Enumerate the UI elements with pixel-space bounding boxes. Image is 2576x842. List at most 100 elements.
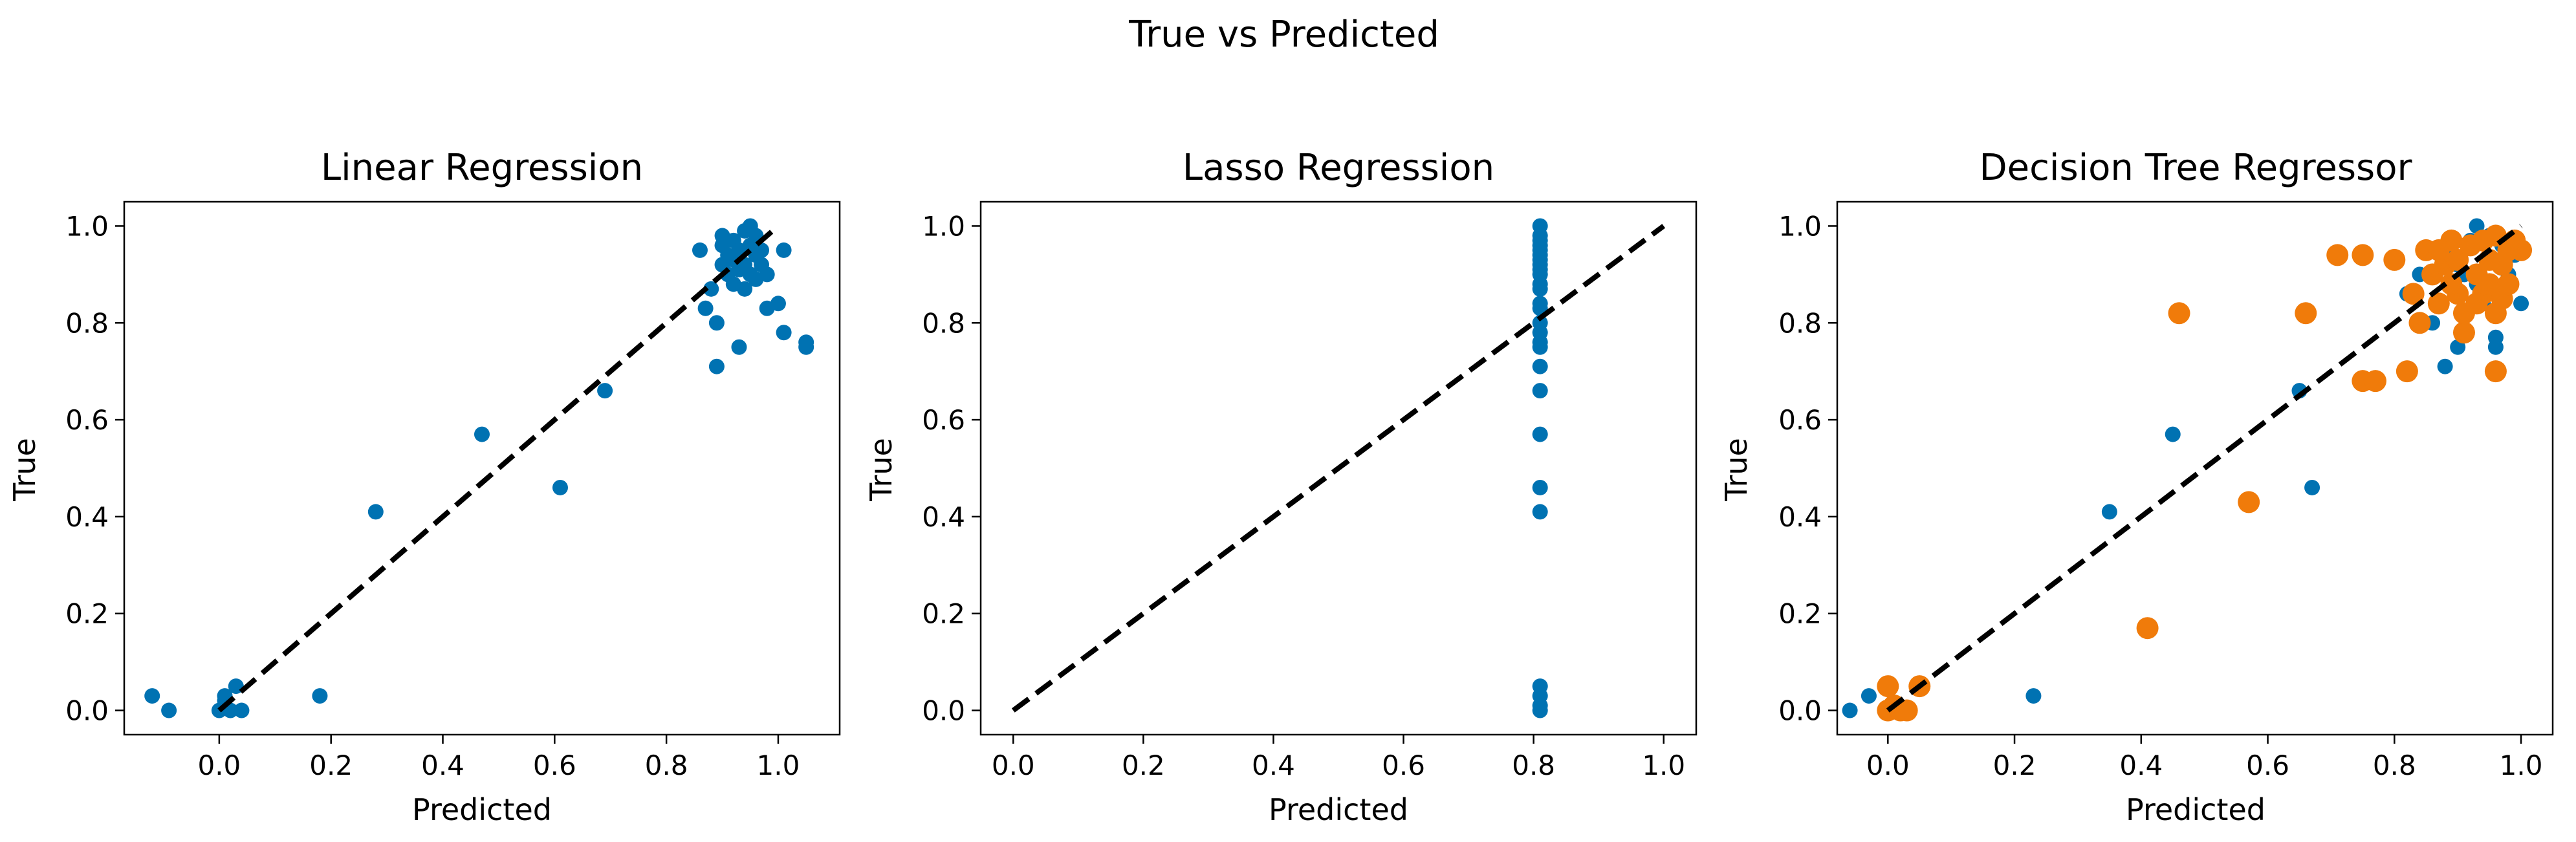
plot-frame (1836, 200, 2554, 736)
x-tick-label: 0.0 (197, 750, 241, 781)
x-axis-label: Predicted (2126, 792, 2265, 827)
data-point (1895, 699, 1918, 722)
data-point (2487, 339, 2504, 355)
y-tick-label: 1.0 (1778, 210, 1822, 242)
data-point (1532, 315, 1548, 331)
data-point (2101, 504, 2117, 520)
reference-line (1011, 224, 1666, 713)
data-point (2484, 302, 2507, 325)
data-point (776, 242, 792, 258)
data-point (1532, 358, 1548, 374)
data-point (737, 281, 753, 297)
x-tick-label: 0.0 (1866, 750, 1910, 781)
data-point (2465, 292, 2488, 315)
y-tick-label: 0.8 (1778, 307, 1822, 339)
data-point (1532, 678, 1548, 695)
data-point (1877, 675, 1899, 698)
x-tick-label: 0.4 (1252, 750, 1295, 781)
plot-frame (123, 200, 841, 736)
x-tick-label: 0.8 (645, 750, 688, 781)
data-point (2510, 239, 2533, 261)
data-point (2408, 312, 2431, 334)
data-point (1532, 383, 1548, 399)
data-point (1532, 504, 1548, 520)
data-point (776, 325, 792, 341)
data-point (2452, 321, 2475, 344)
data-point (703, 281, 719, 297)
y-tick-label: 0.0 (65, 695, 109, 727)
data-point (234, 702, 250, 718)
x-tick-label: 0.0 (992, 750, 1035, 781)
series-0 (1532, 218, 1548, 718)
x-tick-label: 0.4 (421, 750, 464, 781)
x-tick-label: 0.4 (2119, 750, 2163, 781)
data-point (754, 242, 770, 258)
data-point (692, 242, 708, 258)
panel-decision-tree-regressor: Decision Tree Regressor Predicted True 0… (1719, 147, 2554, 827)
data-point (731, 339, 747, 355)
x-axis-label: Predicted (412, 792, 552, 827)
y-tick-label: 0.8 (65, 307, 109, 339)
data-point (2402, 283, 2425, 305)
panel-lasso-regression: Lasso Regression Predicted True 0.0 0.2 0.… (864, 147, 1697, 827)
data-point (759, 266, 775, 283)
y-tick-label: 1.0 (922, 210, 965, 242)
reference-line (1886, 224, 2523, 713)
data-point (708, 358, 725, 374)
x-tick-label: 0.8 (1512, 750, 1555, 781)
data-point (2352, 244, 2374, 266)
data-point (2484, 360, 2507, 383)
panel-title: Linear Regression (321, 147, 643, 189)
panel-title: Lasso Regression (1183, 147, 1494, 189)
x-tick-label: 0.6 (533, 750, 576, 781)
y-tick-label: 0.4 (1778, 501, 1822, 533)
y-tick-label: 0.2 (1778, 598, 1822, 630)
data-point (2427, 292, 2450, 315)
x-tick-label: 0.6 (2246, 750, 2289, 781)
y-axis-label: True (864, 438, 899, 502)
data-point (2168, 302, 2190, 325)
data-point (2447, 248, 2469, 271)
data-point (1861, 688, 1877, 704)
data-point (2513, 296, 2529, 312)
y-tick-label: 0.2 (922, 598, 965, 630)
data-point (312, 688, 328, 704)
data-point (2396, 360, 2418, 383)
y-tick-label: 0.0 (922, 695, 965, 727)
y-tick-label: 0.4 (65, 501, 109, 533)
x-axis-label: Predicted (1269, 792, 1408, 827)
data-point (2326, 244, 2349, 266)
data-point (1842, 702, 1858, 718)
plot-frame (979, 200, 1697, 736)
data-point (2383, 248, 2406, 271)
y-tick-label: 0.2 (65, 598, 109, 630)
data-point (2427, 239, 2450, 261)
data-point (161, 702, 177, 718)
y-tick-label: 0.8 (922, 307, 965, 339)
figure-suptitle: True vs Predicted (1128, 14, 1439, 56)
x-tick-label: 0.6 (1382, 750, 1425, 781)
y-tick-label: 0.6 (1778, 404, 1822, 436)
y-tick-label: 0.4 (922, 501, 965, 533)
data-point (714, 228, 730, 244)
x-tick-label: 1.0 (1642, 750, 1685, 781)
data-point (708, 315, 725, 331)
data-point (2304, 479, 2320, 495)
x-tick-label: 0.2 (1993, 750, 2036, 781)
data-point (742, 218, 758, 234)
data-point (597, 383, 613, 399)
data-point (2478, 273, 2501, 296)
data-point (798, 339, 814, 355)
data-point (552, 479, 568, 495)
data-point (2437, 358, 2453, 374)
data-point (2165, 426, 2181, 442)
y-tick-label: 0.0 (1778, 695, 1822, 727)
x-tick-label: 0.8 (2373, 750, 2416, 781)
data-point (2295, 302, 2317, 325)
reference-line (217, 224, 780, 713)
data-point (697, 300, 714, 316)
data-point (474, 426, 490, 442)
data-point (1532, 218, 1548, 234)
